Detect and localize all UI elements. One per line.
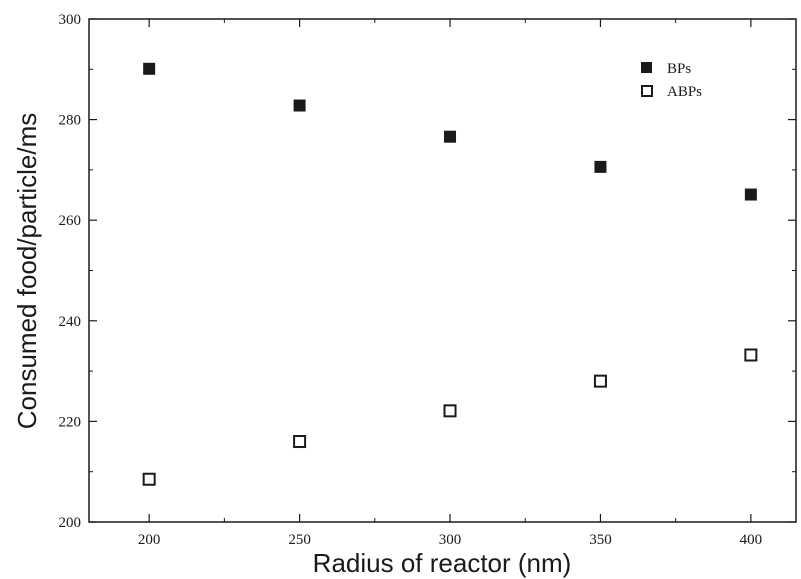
y-tick-label: 300 <box>59 12 82 28</box>
x-tick-label: 250 <box>288 532 311 548</box>
legend: BPs ABPs <box>641 61 702 100</box>
data-point-bps <box>143 62 156 75</box>
axis-ticks <box>89 18 796 523</box>
x-tick-label: 350 <box>589 532 612 548</box>
x-axis-title: Radius of reactor (nm) <box>313 548 572 578</box>
axis-tick-labels: 200 250 300 350 400 200 220 240 260 280 300 <box>59 12 763 548</box>
y-tick-label: 240 <box>59 314 82 330</box>
y-tick-label: 220 <box>59 414 82 430</box>
data-points <box>142 62 758 486</box>
x-tick-label: 200 <box>138 532 161 548</box>
legend-label-abps: ABPs <box>667 84 702 100</box>
data-point-abps <box>443 404 457 418</box>
x-tick-label: 400 <box>740 532 763 548</box>
legend-marker-abps <box>641 85 653 97</box>
y-tick-label: 280 <box>59 113 82 129</box>
legend-label-bps: BPs <box>667 61 691 77</box>
data-point-abps <box>744 348 758 362</box>
data-point-abps <box>593 374 607 388</box>
y-axis-title: Consumed food/particle/ms <box>12 113 42 429</box>
data-point-abps <box>142 472 156 486</box>
data-point-abps <box>293 435 307 449</box>
data-point-bps <box>594 160 607 173</box>
legend-marker-bps <box>641 62 652 73</box>
data-point-bps <box>293 99 306 112</box>
data-point-bps <box>444 130 457 143</box>
x-tick-label: 300 <box>439 532 462 548</box>
y-tick-label: 260 <box>59 213 82 229</box>
data-point-bps <box>744 188 757 201</box>
y-tick-label: 200 <box>59 515 82 531</box>
